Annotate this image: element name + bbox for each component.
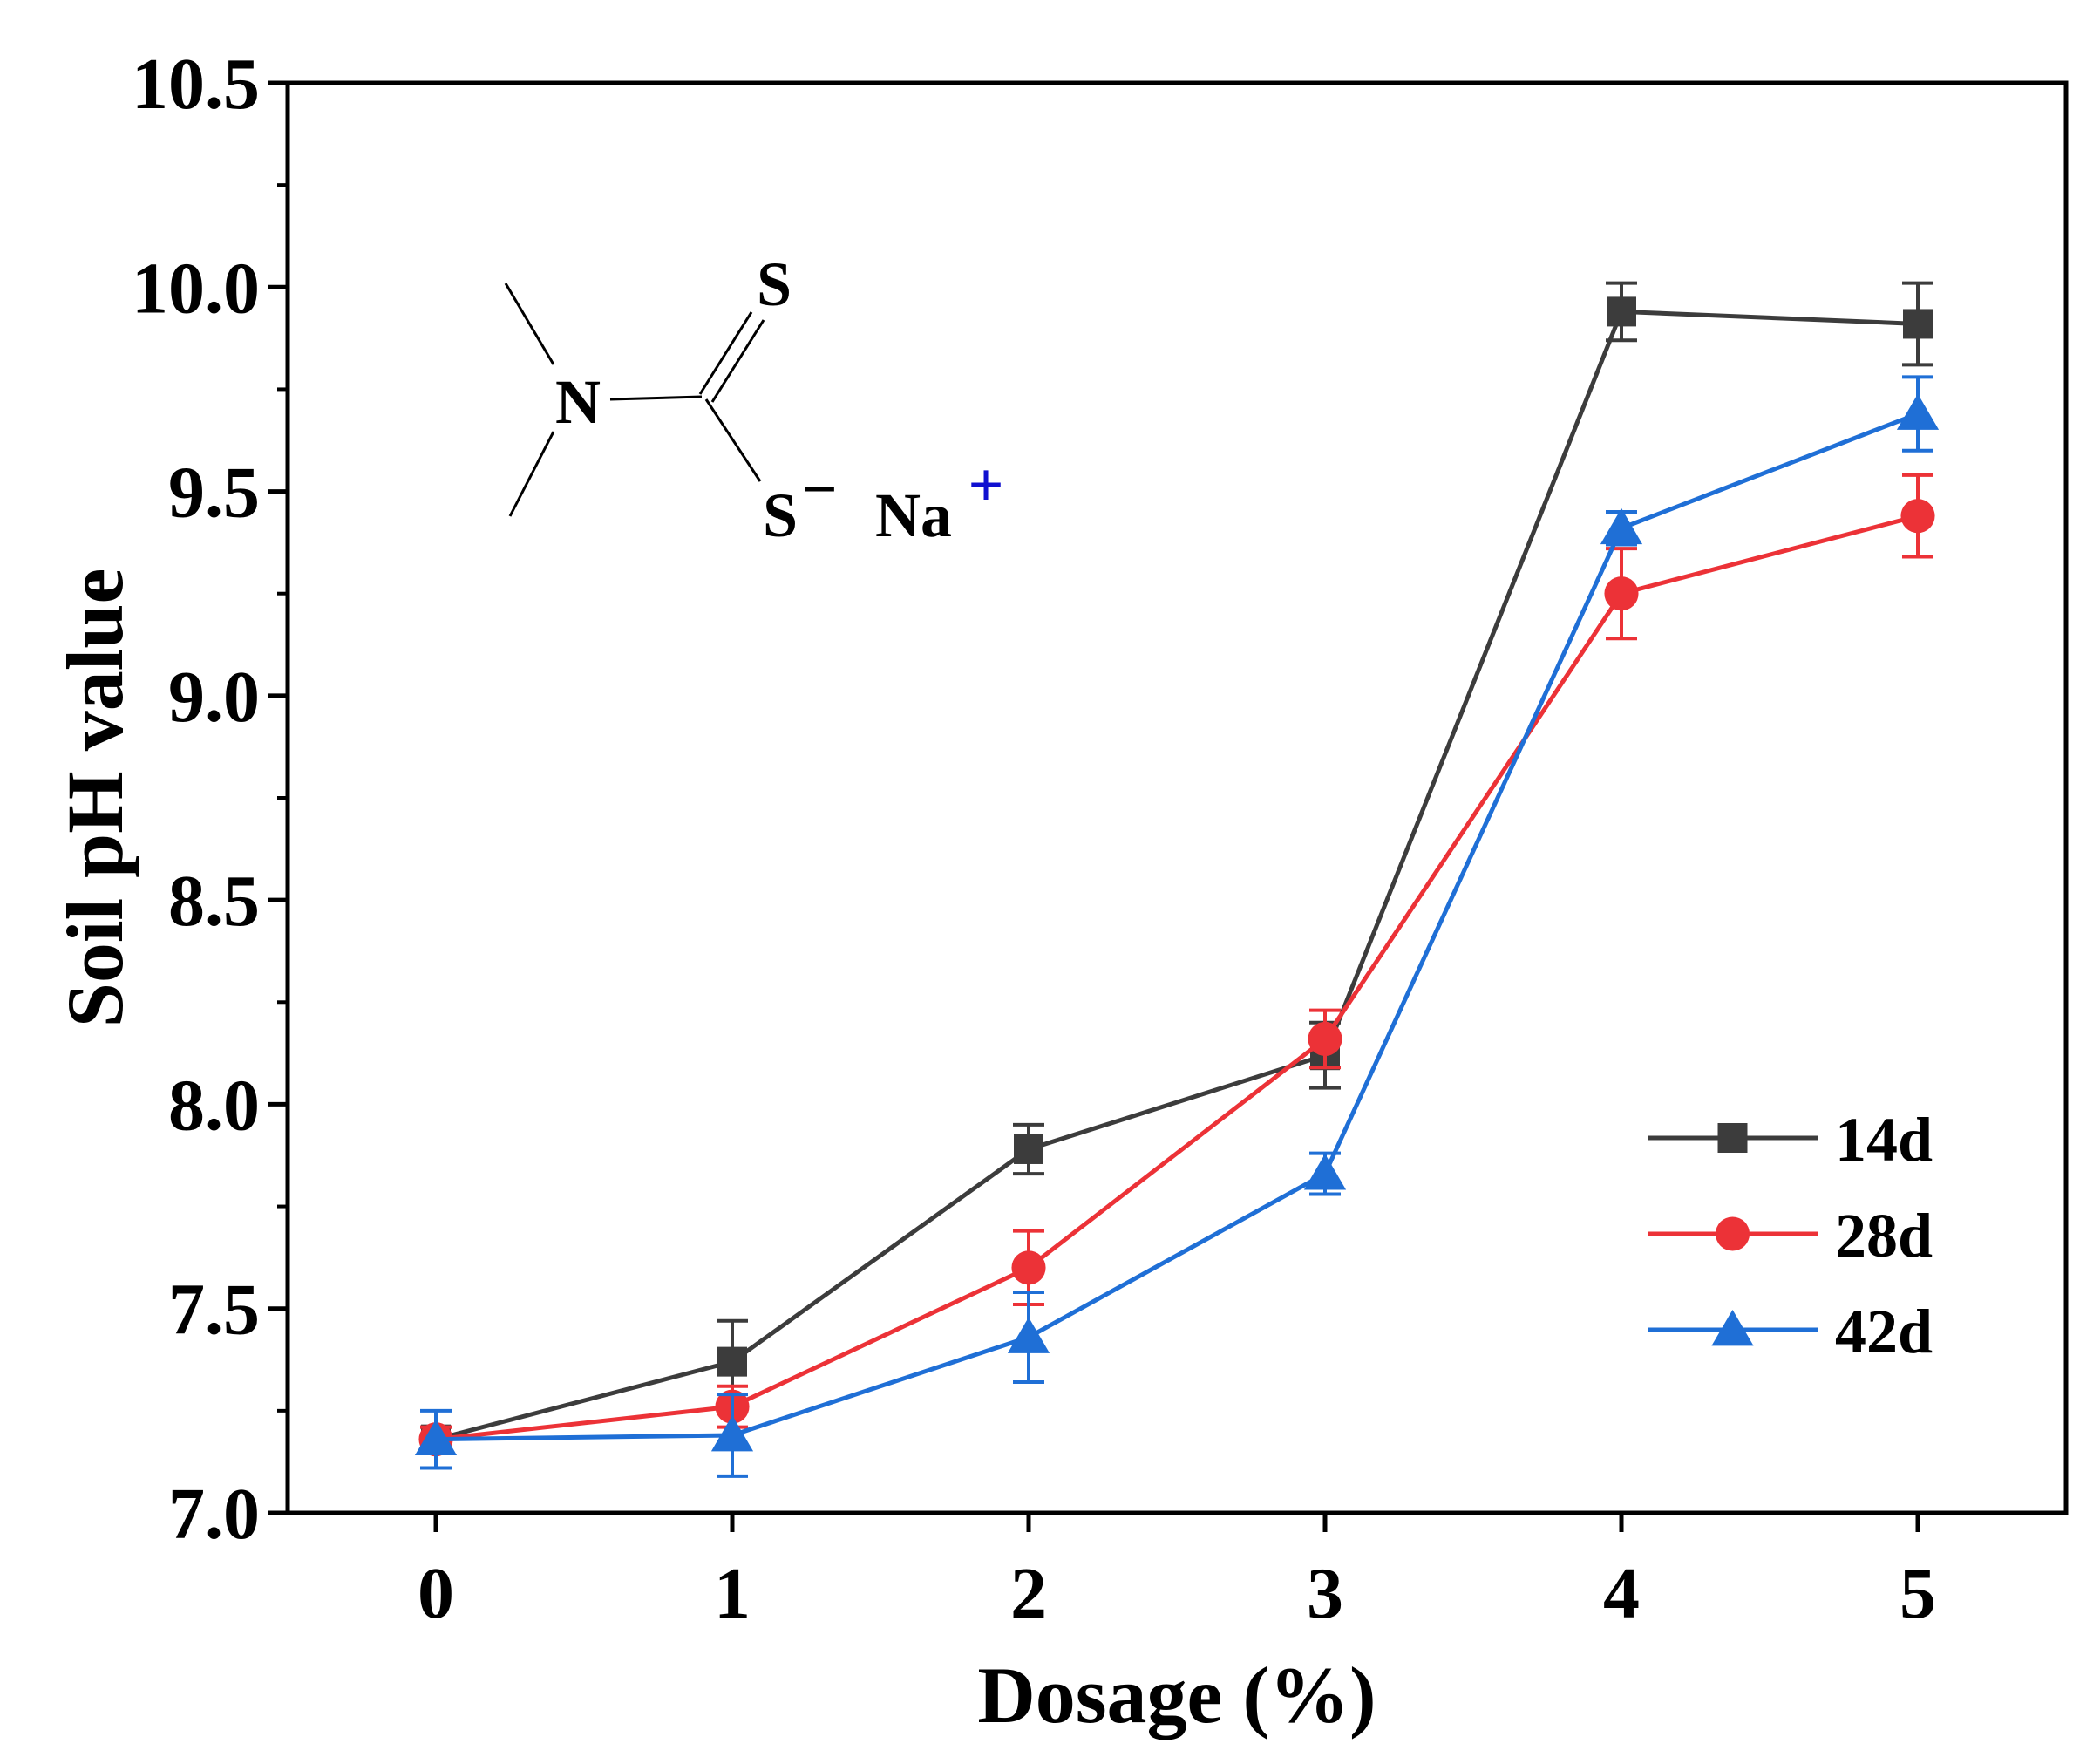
c-s-double-bond-1: [698, 311, 753, 395]
y-tick-label: 8.5: [168, 861, 260, 942]
data-point-42d: [1007, 1317, 1050, 1353]
legend-label: 42d: [1835, 1297, 1933, 1366]
series-28d: [418, 473, 1935, 1457]
c-s-double-bond-2: [710, 319, 765, 403]
data-point-14d: [1014, 1134, 1043, 1164]
x-tick-label: 1: [714, 1553, 751, 1634]
legend: 14d 28d 42d: [1648, 1105, 1933, 1366]
y-tick-label: 7.5: [168, 1270, 260, 1351]
data-point-14d: [1607, 296, 1636, 327]
methyl-bond-upper: [504, 283, 555, 365]
legend-item-28d: 28d: [1648, 1201, 1933, 1270]
y-tick-label: 10.0: [132, 248, 260, 329]
y-tick-label: 7.0: [168, 1474, 260, 1555]
legend-item-14d: 14d: [1648, 1105, 1933, 1175]
n-c-bond: [609, 395, 703, 401]
x-tick-label: 4: [1603, 1553, 1640, 1634]
y-tick-label: 9.0: [168, 657, 260, 738]
x-axis-title: Dosage (%): [977, 1651, 1376, 1740]
positive-charge-sign: +: [968, 450, 1003, 520]
y-tick-label: 10.5: [132, 44, 260, 125]
data-point-42d: [710, 1415, 754, 1452]
negative-charge-sign: −: [801, 454, 837, 524]
x-tick-label: 0: [418, 1553, 454, 1634]
x-axis-ticks: 0 1 2 3 4 5: [418, 1513, 1936, 1634]
data-point-14d: [717, 1346, 747, 1377]
c-s-single-bond: [704, 398, 762, 482]
axes: [285, 80, 2069, 1515]
series-group: [414, 281, 1940, 1478]
atom-s-single-label: S: [763, 480, 798, 550]
y-tick-label: 8.0: [168, 1065, 260, 1146]
data-point-42d: [1896, 393, 1940, 430]
data-point-28d: [1011, 1250, 1046, 1285]
atom-s-double-label: S: [757, 249, 792, 319]
series-line-14d: [435, 309, 1919, 1442]
data-point-42d: [414, 1419, 458, 1456]
series-14d: [420, 281, 1933, 1454]
x-tick-label: 3: [1307, 1553, 1343, 1634]
counterion-na-label: Na: [875, 480, 952, 550]
legend-label: 28d: [1835, 1201, 1933, 1270]
y-tick-label: 9.5: [168, 453, 260, 534]
methyl-bond-lower: [508, 431, 555, 517]
legend-item-42d: 42d: [1648, 1297, 1933, 1366]
legend-marker: [1711, 1310, 1754, 1346]
data-point-14d: [1903, 309, 1933, 339]
data-point-28d: [1900, 499, 1935, 534]
data-point-42d: [1600, 507, 1643, 545]
legend-marker: [1715, 1216, 1750, 1251]
data-point-28d: [1308, 1021, 1342, 1057]
series-42d: [414, 375, 1940, 1478]
x-tick-label: 2: [1010, 1553, 1047, 1634]
legend-label: 14d: [1835, 1105, 1933, 1175]
y-axis-ticks: 7.0 7.5 8.0 8.5 9.0 9.5 10.0 10.5: [132, 44, 288, 1555]
plot-area-frame: [285, 80, 2069, 1515]
series-line-42d: [435, 412, 1919, 1442]
molecule-structure-annotation: N S S − Na +: [504, 249, 1004, 550]
data-point-42d: [1303, 1154, 1347, 1190]
y-axis-title: Soil pH value: [51, 569, 139, 1028]
data-point-28d: [1604, 576, 1639, 611]
series-line-28d: [435, 514, 1919, 1442]
atom-n-label: N: [555, 367, 601, 437]
x-tick-label: 5: [1900, 1553, 1936, 1634]
legend-marker: [1717, 1123, 1748, 1153]
